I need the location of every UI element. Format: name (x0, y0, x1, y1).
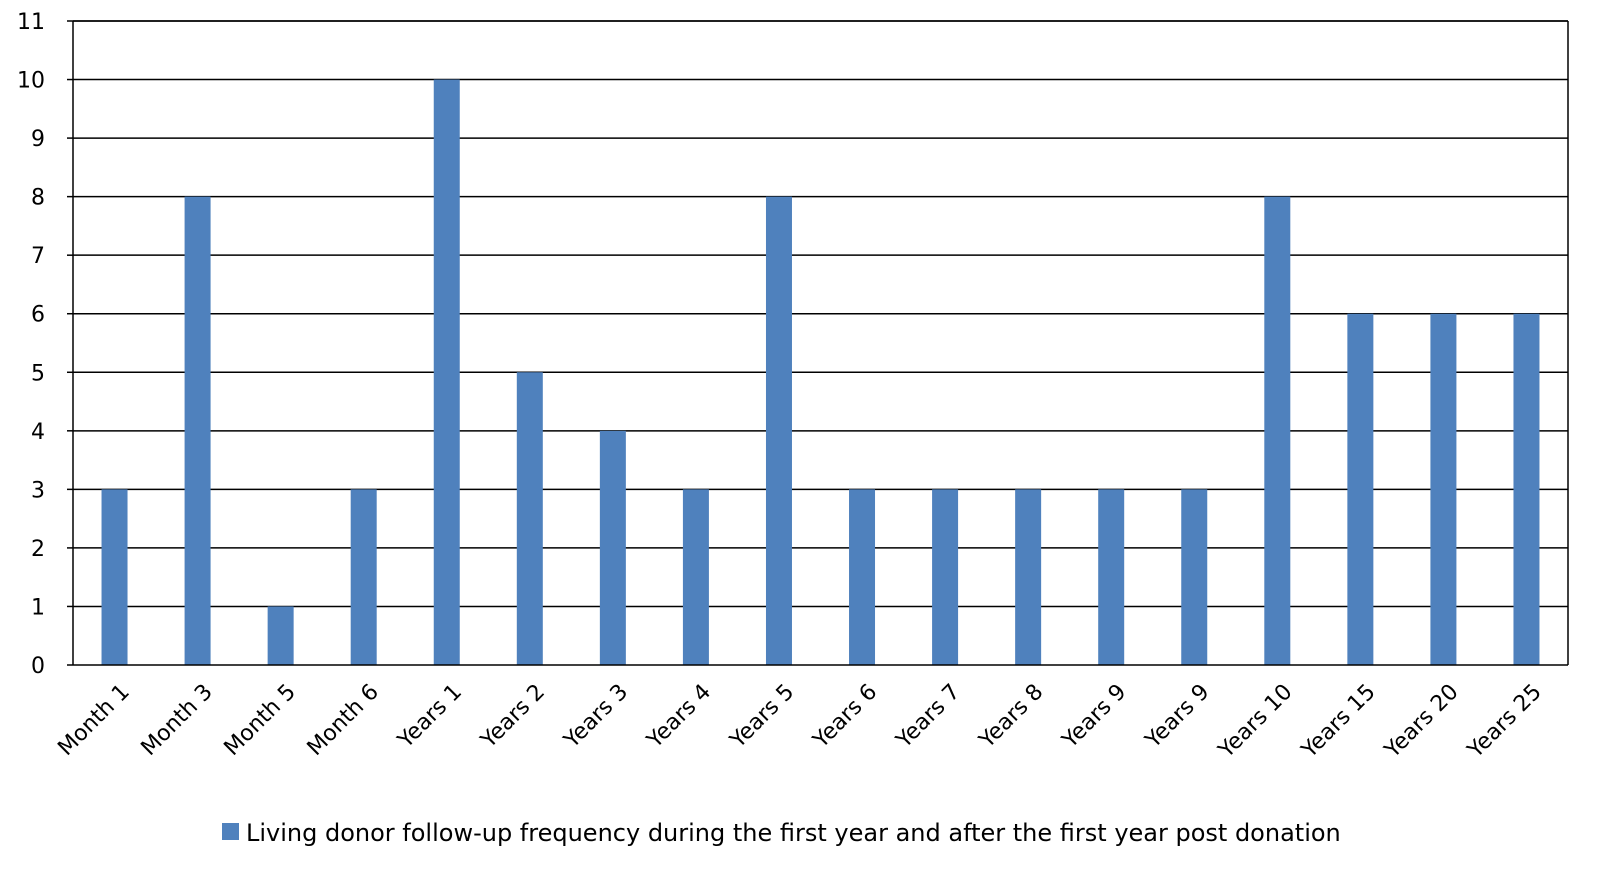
y-tick-label: 3 (31, 478, 45, 503)
bar (849, 489, 876, 665)
x-tick-label: Month 1 (53, 680, 134, 761)
x-tick-label: Month 6 (303, 680, 384, 761)
x-tick-label: Years 15 (1296, 680, 1380, 764)
bar (516, 372, 543, 665)
bar (932, 489, 959, 665)
legend-label: Living donor follow-up frequency during … (246, 819, 1341, 847)
x-tick-label: Years 3 (559, 680, 633, 754)
y-tick-label: 11 (17, 10, 45, 35)
x-tick-label: Month 5 (220, 680, 301, 761)
bar (1430, 313, 1457, 665)
x-tick-label: Years 7 (891, 680, 965, 754)
y-tick-labels: 0 1 2 3 4 5 6 7 8 9 10 11 (17, 10, 45, 679)
x-tick-label: Years 1 (393, 680, 467, 754)
bar (1513, 313, 1540, 665)
y-tick-label: 9 (31, 127, 45, 152)
x-tick-label: Years 9 (1057, 680, 1131, 754)
bar (350, 489, 377, 665)
x-tick-label: Years 25 (1463, 680, 1547, 764)
y-tick-label: 6 (31, 303, 45, 328)
x-tick-label: Years 2 (476, 680, 550, 754)
bar (1098, 489, 1125, 665)
bar (101, 489, 128, 665)
y-tick-label: 4 (31, 420, 45, 445)
y-tick-label: 8 (31, 186, 45, 211)
bar (1264, 196, 1291, 666)
y-tick-label: 0 (31, 654, 45, 679)
bar (1181, 489, 1208, 665)
axes (67, 20, 1569, 666)
bar (1015, 489, 1042, 665)
x-tick-label: Years 8 (974, 680, 1048, 754)
bar (682, 489, 709, 665)
x-tick-label: Month 3 (137, 680, 218, 761)
bar (267, 606, 294, 665)
x-tick-label: Years 20 (1379, 680, 1463, 764)
y-tick-label: 2 (31, 537, 45, 562)
legend: Living donor follow-up frequency during … (222, 819, 1341, 847)
x-tick-label: Years 5 (725, 680, 799, 754)
y-tick-label: 1 (31, 595, 45, 620)
x-tick-labels: Month 1 Month 3 Month 5 Month 6 Years 1 Years… (53, 680, 1546, 764)
x-tick-label: Years 6 (808, 680, 882, 754)
bar (184, 196, 211, 666)
gridlines (73, 20, 1568, 608)
y-tick-label: 10 (17, 69, 45, 94)
bar (1347, 313, 1374, 665)
bar (599, 430, 626, 665)
bar (433, 79, 460, 665)
x-tick-label: Years 10 (1213, 680, 1297, 764)
y-tick-label: 5 (31, 361, 45, 386)
x-tick-label: Years 9 (1140, 680, 1214, 754)
y-tick-label: 7 (31, 244, 45, 269)
bars (101, 79, 1540, 666)
legend-swatch (222, 823, 239, 840)
bar (765, 196, 792, 666)
x-tick-label: Years 4 (642, 680, 716, 754)
